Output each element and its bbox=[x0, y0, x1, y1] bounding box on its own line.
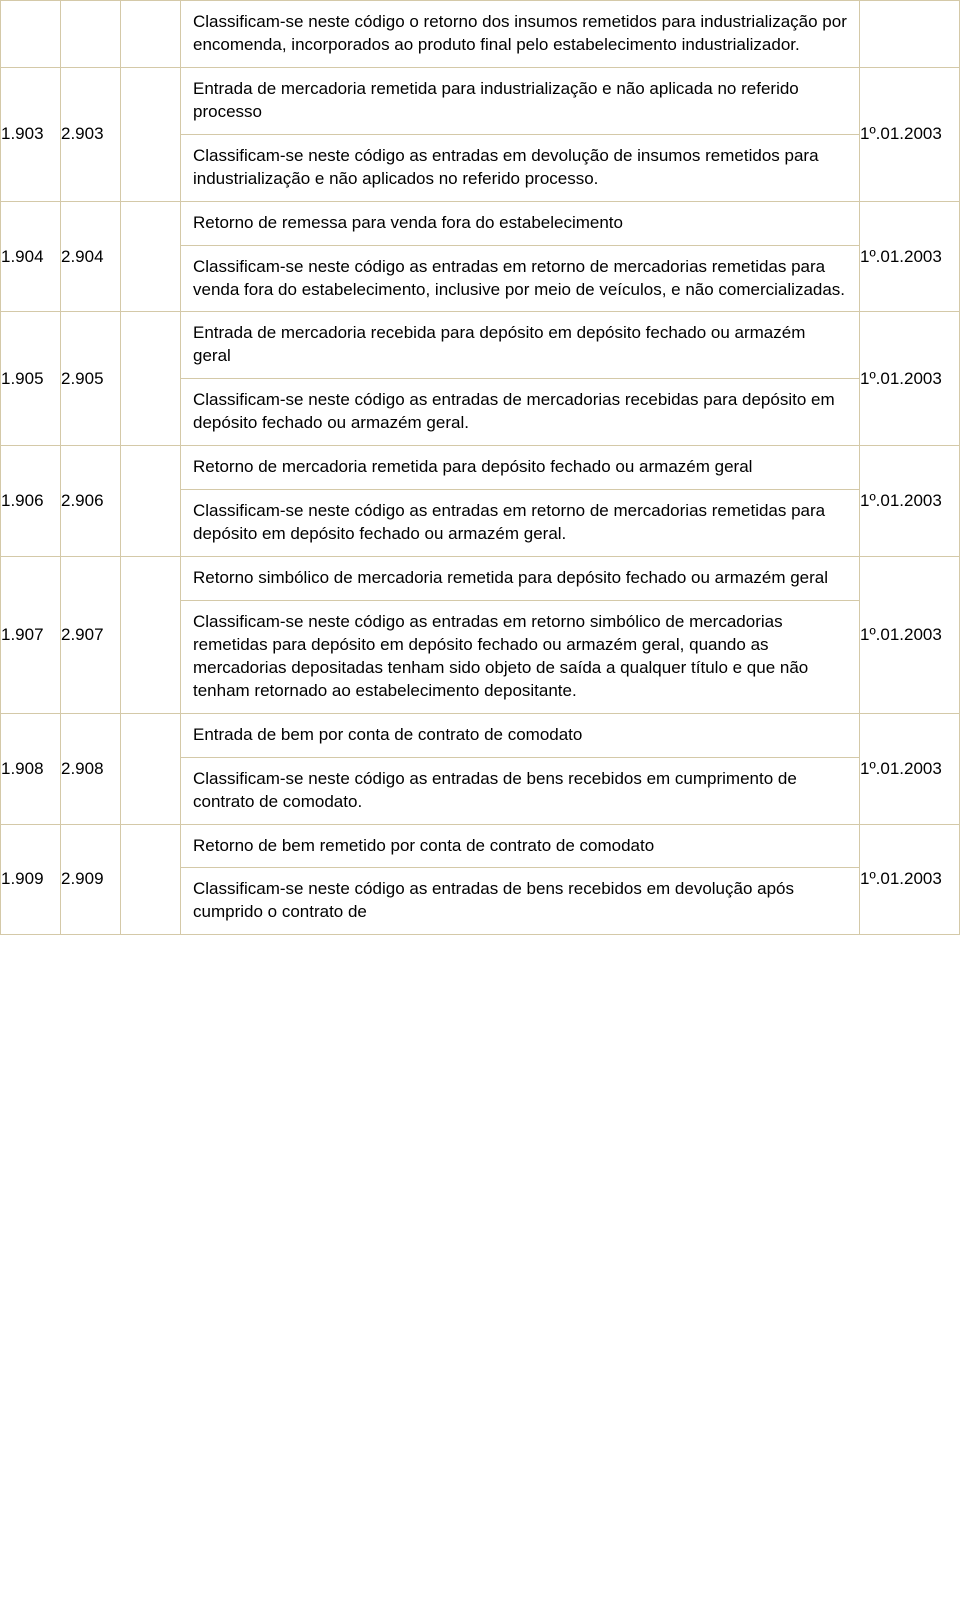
date-cell: 1º.01.2003 bbox=[860, 201, 960, 312]
code-1: 1.906 bbox=[1, 446, 61, 557]
code-2: 2.908 bbox=[61, 713, 121, 824]
content-cell: Classificam-se neste código o retorno do… bbox=[181, 1, 860, 68]
content-cell: Entrada de bem por conta de contrato de … bbox=[181, 713, 860, 824]
content-cell: Retorno de mercadoria remetida para depó… bbox=[181, 446, 860, 557]
code-3 bbox=[121, 446, 181, 557]
table-row: 1.909 2.909 Retorno de bem remetido por … bbox=[1, 824, 960, 935]
code-2: 2.904 bbox=[61, 201, 121, 312]
row-title: Retorno simbólico de mercadoria remetida… bbox=[181, 557, 859, 600]
row-desc: Classificam-se neste código as entradas … bbox=[181, 245, 859, 311]
date-cell: 1º.01.2003 bbox=[860, 312, 960, 446]
code-1: 1.907 bbox=[1, 557, 61, 714]
table-row: 1.903 2.903 Entrada de mercadoria remeti… bbox=[1, 67, 960, 201]
row-title: Retorno de remessa para venda fora do es… bbox=[181, 202, 859, 245]
code-1: 1.908 bbox=[1, 713, 61, 824]
date-cell: 1º.01.2003 bbox=[860, 446, 960, 557]
code-2: 2.909 bbox=[61, 824, 121, 935]
row-desc: Classificam-se neste código as entradas … bbox=[181, 134, 859, 200]
code-3 bbox=[121, 312, 181, 446]
date-cell bbox=[860, 1, 960, 68]
row-desc: Classificam-se neste código as entradas … bbox=[181, 868, 859, 934]
content-cell: Retorno de bem remetido por conta de con… bbox=[181, 824, 860, 935]
code-1 bbox=[1, 1, 61, 68]
row-title: Entrada de bem por conta de contrato de … bbox=[181, 714, 859, 757]
row-title: Retorno de bem remetido por conta de con… bbox=[181, 825, 859, 868]
date-cell: 1º.01.2003 bbox=[860, 824, 960, 935]
row-desc: Classificam-se neste código as entradas … bbox=[181, 757, 859, 823]
code-3 bbox=[121, 1, 181, 68]
code-3 bbox=[121, 67, 181, 201]
row-title: Entrada de mercadoria remetida para indu… bbox=[181, 68, 859, 134]
code-3 bbox=[121, 824, 181, 935]
table-row: 1.905 2.905 Entrada de mercadoria recebi… bbox=[1, 312, 960, 446]
date-cell: 1º.01.2003 bbox=[860, 713, 960, 824]
row-title: Retorno de mercadoria remetida para depó… bbox=[181, 446, 859, 489]
code-1: 1.909 bbox=[1, 824, 61, 935]
date-cell: 1º.01.2003 bbox=[860, 557, 960, 714]
table-row: 1.904 2.904 Retorno de remessa para vend… bbox=[1, 201, 960, 312]
code-3 bbox=[121, 713, 181, 824]
code-1: 1.903 bbox=[1, 67, 61, 201]
row-desc: Classificam-se neste código as entradas … bbox=[181, 379, 859, 445]
table-row: Classificam-se neste código o retorno do… bbox=[1, 1, 960, 68]
row-desc: Classificam-se neste código as entradas … bbox=[181, 600, 859, 712]
code-2: 2.906 bbox=[61, 446, 121, 557]
code-2: 2.903 bbox=[61, 67, 121, 201]
code-3 bbox=[121, 201, 181, 312]
content-cell: Retorno de remessa para venda fora do es… bbox=[181, 201, 860, 312]
table-row: 1.907 2.907 Retorno simbólico de mercado… bbox=[1, 557, 960, 714]
row-title: Entrada de mercadoria recebida para depó… bbox=[181, 312, 859, 378]
table-row: 1.908 2.908 Entrada de bem por conta de … bbox=[1, 713, 960, 824]
row-desc: Classificam-se neste código as entradas … bbox=[181, 490, 859, 556]
code-2 bbox=[61, 1, 121, 68]
code-3 bbox=[121, 557, 181, 714]
code-1: 1.905 bbox=[1, 312, 61, 446]
cfop-table: Classificam-se neste código o retorno do… bbox=[0, 0, 960, 935]
content-cell: Entrada de mercadoria remetida para indu… bbox=[181, 67, 860, 201]
row-desc: Classificam-se neste código o retorno do… bbox=[181, 1, 859, 67]
date-cell: 1º.01.2003 bbox=[860, 67, 960, 201]
content-cell: Retorno simbólico de mercadoria remetida… bbox=[181, 557, 860, 714]
table-row: 1.906 2.906 Retorno de mercadoria remeti… bbox=[1, 446, 960, 557]
content-cell: Entrada de mercadoria recebida para depó… bbox=[181, 312, 860, 446]
code-1: 1.904 bbox=[1, 201, 61, 312]
code-2: 2.905 bbox=[61, 312, 121, 446]
code-2: 2.907 bbox=[61, 557, 121, 714]
